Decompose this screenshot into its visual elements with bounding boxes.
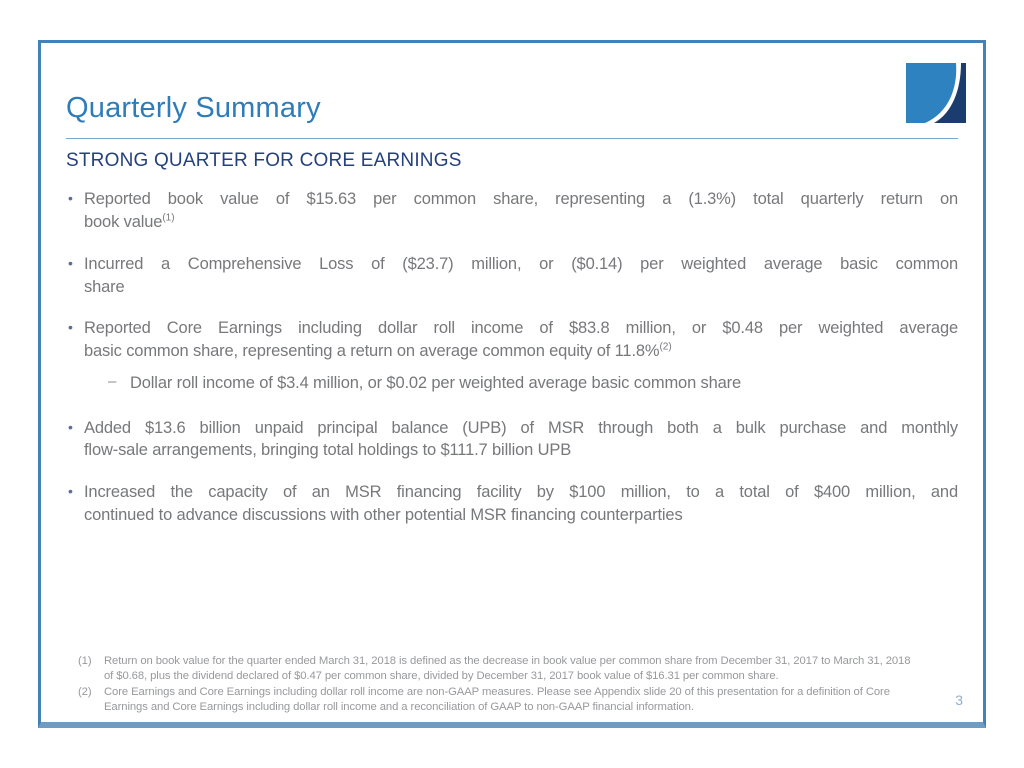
bullet-line: basic common share, representing a retur… (84, 340, 958, 363)
bullet-line: Incurred a Comprehensive Loss of ($23.7)… (84, 254, 958, 273)
bullet-dot-icon: • (68, 254, 73, 271)
footnote-line: Return on book value for the quarter end… (104, 655, 911, 668)
title-divider (66, 138, 958, 140)
page-title: Quarterly Summary (66, 92, 321, 124)
footnote-text: Core Earnings and Core Earnings includin… (104, 685, 935, 715)
slide-frame: Quarterly Summary STRONG QUARTER FOR COR… (38, 40, 986, 728)
footnote-ref-2: (2) (659, 341, 672, 353)
footnote-number: (1) (78, 655, 92, 668)
bullet-msr-upb: • Added $13.6 billion unpaid principal b… (66, 417, 958, 463)
page-number: 3 (955, 692, 963, 708)
bullet-line-text: basic common share, representing a retur… (84, 342, 660, 361)
footnote-1: (1) Return on book value for the quarter… (78, 654, 935, 684)
bullet-book-value: • Reported book value of $15.63 per comm… (66, 188, 958, 234)
bullet-line-text: book value (84, 213, 163, 232)
two-harbors-logo-icon (906, 63, 966, 123)
bullet-line: book value(1) (84, 211, 958, 234)
section-heading: STRONG QUARTER FOR CORE EARNINGS (66, 150, 462, 172)
bullet-line: Added $13.6 billion unpaid principal bal… (84, 418, 958, 437)
bullet-dot-icon: • (68, 483, 73, 500)
footnote-line: of $0.68, plus the dividend declared of … (104, 670, 779, 683)
bullet-core-earnings: • Reported Core Earnings including dolla… (66, 317, 958, 363)
bullet-dot-icon: • (68, 190, 73, 207)
bullet-line: flow-sale arrangements, bringing total h… (84, 441, 572, 460)
sub-bullet-dollar-roll: – Dollar roll income of $3.4 million, or… (108, 372, 958, 395)
footnote-ref-1: (1) (162, 212, 175, 224)
footnote-2: (2) Core Earnings and Core Earnings incl… (78, 685, 935, 715)
sub-bullet-dash-icon: – (108, 372, 117, 390)
slide-content: Quarterly Summary STRONG QUARTER FOR COR… (41, 92, 983, 527)
bullet-dot-icon: • (68, 319, 73, 336)
footnotes: (1) Return on book value for the quarter… (78, 654, 935, 716)
bullet-list: • Reported book value of $15.63 per comm… (66, 188, 958, 526)
bullet-dot-icon: • (68, 418, 73, 435)
bullet-line: share (84, 277, 125, 296)
footnote-line: Core Earnings and Core Earnings includin… (104, 686, 890, 699)
bullet-line: continued to advance discussions with ot… (84, 506, 683, 524)
bullet-comprehensive-loss: • Incurred a Comprehensive Loss of ($23.… (66, 253, 958, 299)
footnote-text: Return on book value for the quarter end… (104, 654, 935, 684)
bullet-line: Reported book value of $15.63 per common… (84, 190, 958, 209)
bullet-line: Increased the capacity of an MSR financi… (84, 483, 958, 502)
sub-bullet-text: Dollar roll income of $3.4 million, or $… (130, 373, 742, 392)
bullet-msr-financing: • Increased the capacity of an MSR finan… (66, 481, 958, 527)
footnote-number: (2) (78, 686, 92, 699)
footnote-line: Earnings and Core Earnings including dol… (104, 701, 694, 714)
bullet-line: Reported Core Earnings including dollar … (84, 319, 958, 338)
